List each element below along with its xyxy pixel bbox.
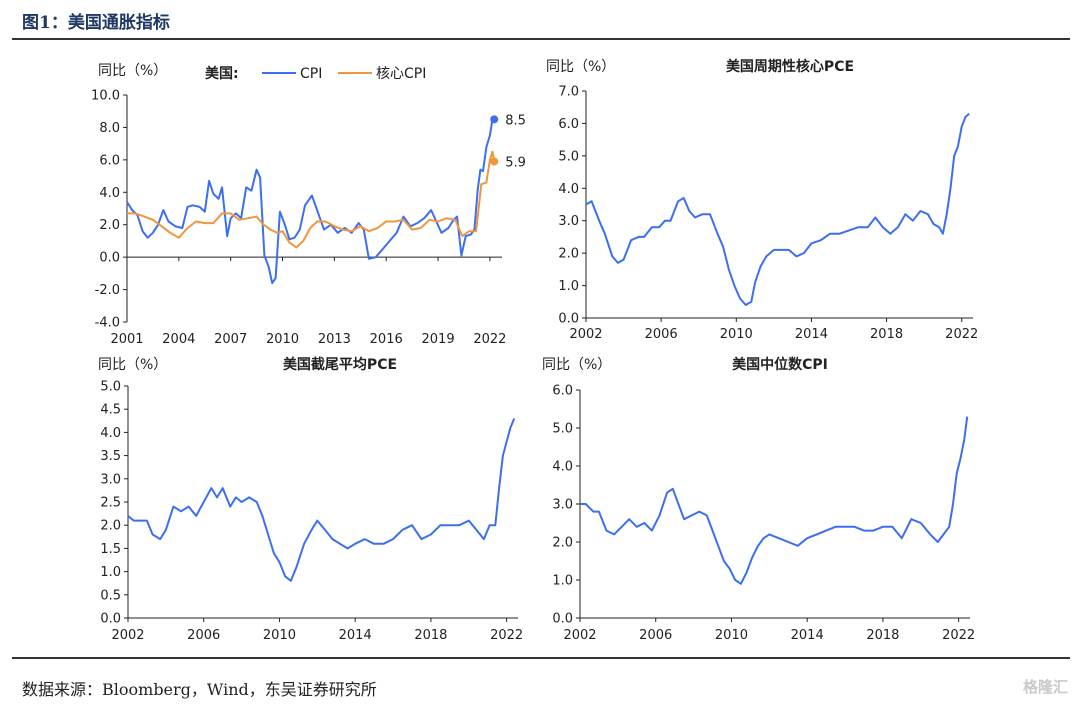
- x-tick-label: 2018: [866, 628, 899, 643]
- chart-trimmed-mean-pce: 同比（%） 美国截尾平均PCE 0.0 0.5 1.0 1.5 2.0 2.5 3.0 3.5 4.…: [98, 356, 523, 643]
- series-end-label: 5.9: [505, 155, 526, 170]
- y-tick-label: 2.0: [100, 519, 121, 534]
- y-tick-label: 4.0: [100, 426, 121, 441]
- y-tick-label: 4.5: [100, 403, 121, 418]
- y-axis-label: 同比（%）: [98, 63, 167, 79]
- x-tick-label: 2006: [639, 628, 672, 643]
- chart-title: 美国周期性核心PCE: [726, 58, 854, 75]
- y-tick-label: 4.0: [99, 186, 120, 201]
- y-tick-label: 8.0: [99, 121, 120, 136]
- y-tick-label: 6.0: [99, 153, 120, 168]
- x-tick-label: 2010: [715, 628, 748, 643]
- y-tick-label: 0.5: [100, 588, 121, 603]
- y-tick-label: 3.0: [552, 498, 573, 513]
- x-tick-label: 2006: [645, 327, 678, 342]
- figure-title: 图1：美国通胀指标: [22, 13, 170, 33]
- x-tick-label: 2022: [490, 628, 523, 643]
- x-tick-label: 2018: [870, 327, 903, 342]
- y-tick-label: 1.5: [100, 542, 121, 557]
- x-tick-label: 2002: [111, 628, 144, 643]
- chart-title: 美国截尾平均PCE: [283, 356, 397, 373]
- y-tick-label: 7.0: [558, 85, 579, 100]
- y-tick-label: -4.0: [95, 316, 120, 331]
- watermark-logo: 格隆汇: [1022, 678, 1068, 696]
- y-tick-label: 1.0: [552, 574, 573, 589]
- y-tick-label: 0.0: [552, 612, 573, 627]
- y-tick-label: -2.0: [95, 283, 120, 298]
- x-tick-label: 2010: [263, 628, 296, 643]
- y-tick-label: 6.0: [552, 384, 573, 399]
- series-line-primary: [585, 112, 970, 306]
- y-tick-label: 5.0: [552, 422, 573, 437]
- x-tick-label: 2016: [370, 332, 403, 347]
- x-tick-label: 2014: [791, 628, 824, 643]
- y-tick-label: 2.5: [100, 496, 121, 511]
- chart-us-cpi: 同比（%） -4.0 -2.0 0.0 2.0 4.0 6.0 8.0 10.0 2001 2004…: [91, 63, 526, 347]
- y-axis-label: 同比（%）: [546, 59, 615, 75]
- chart-median-cpi: 同比（%） 美国中位数CPI 0.0 1.0 2.0 3.0 4.0 5.0 6.0 2002 20…: [542, 356, 975, 643]
- chart-cyclical-core-pce: 同比（%） 美国周期性核心PCE 0.0 1.0 2.0 3.0 4.0 5.0 6.0 7.0 2…: [546, 58, 978, 342]
- y-tick-label: 2.0: [558, 247, 579, 262]
- y-tick-label: 4.0: [552, 460, 573, 475]
- y-tick-label: 1.0: [558, 279, 579, 294]
- y-tick-label: 3.0: [558, 214, 579, 229]
- series-end-marker: [490, 115, 499, 124]
- x-tick-label: 2001: [110, 332, 143, 347]
- series-line-primary: [126, 118, 495, 285]
- y-tick-label: 0.0: [558, 312, 579, 327]
- legend-entry: 核心CPI: [376, 66, 426, 82]
- series-line-primary: [580, 416, 969, 585]
- y-tick-label: 10.0: [91, 89, 120, 104]
- y-tick-label: 6.0: [558, 117, 579, 132]
- y-tick-label: 0.0: [100, 612, 121, 627]
- x-tick-label: 2010: [266, 332, 299, 347]
- source-note: 数据来源：Bloomberg，Wind，东吴证券研究所: [22, 680, 377, 699]
- y-tick-label: 1.0: [100, 565, 121, 580]
- chart-title: 美国中位数CPI: [732, 356, 828, 373]
- series-end-marker: [490, 157, 499, 166]
- y-tick-label: 4.0: [558, 182, 579, 197]
- series-line-secondary: [127, 150, 496, 249]
- x-tick-label: 2013: [318, 332, 351, 347]
- x-tick-label: 2014: [795, 327, 828, 342]
- y-axis-label: 同比（%）: [98, 357, 167, 373]
- x-tick-label: 2022: [942, 628, 975, 643]
- y-tick-label: 2.0: [552, 536, 573, 551]
- x-tick-label: 2019: [422, 332, 455, 347]
- series-line-primary: [127, 418, 516, 582]
- y-tick-label: 3.5: [100, 449, 121, 464]
- x-tick-label: 2018: [414, 628, 447, 643]
- y-tick-label: 5.0: [100, 380, 121, 395]
- bottom-rule: [12, 657, 1070, 659]
- x-tick-label: 2006: [187, 628, 220, 643]
- y-tick-label: 0.0: [99, 251, 120, 266]
- y-tick-label: 3.0: [100, 472, 121, 487]
- x-tick-label: 2022: [945, 327, 978, 342]
- x-tick-label: 2014: [339, 628, 372, 643]
- legend-prefix: 美国:: [205, 65, 239, 82]
- x-tick-label: 2002: [569, 327, 602, 342]
- series-end-label: 8.5: [505, 113, 526, 128]
- x-tick-label: 2004: [162, 332, 195, 347]
- x-tick-label: 2007: [214, 332, 247, 347]
- top-rule: [12, 38, 1070, 40]
- legend-entry: CPI: [300, 66, 322, 82]
- x-tick-label: 2022: [473, 332, 506, 347]
- y-axis-label: 同比（%）: [542, 357, 611, 373]
- x-tick-label: 2010: [720, 327, 753, 342]
- x-tick-label: 2002: [563, 628, 596, 643]
- y-tick-label: 2.0: [99, 218, 120, 233]
- y-tick-label: 5.0: [558, 149, 579, 164]
